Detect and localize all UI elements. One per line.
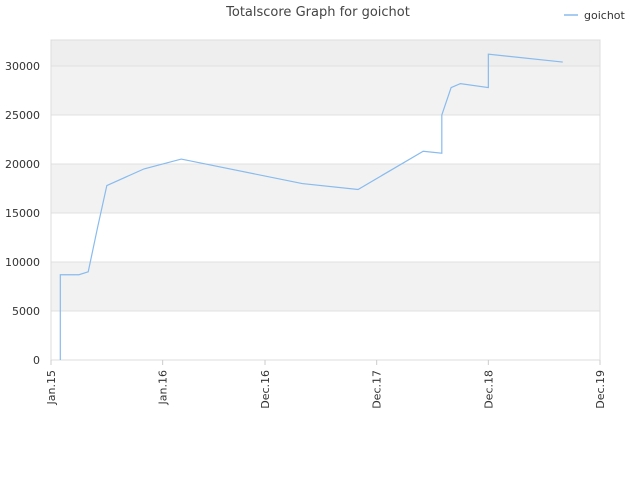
x-tick-label: Dec.16 — [259, 370, 272, 409]
y-tick-label: 0 — [33, 354, 40, 367]
legend-label: goichot — [584, 9, 626, 22]
data-line — [59, 53, 563, 360]
x-tick-label: Dec.18 — [482, 370, 495, 409]
band — [51, 261, 600, 311]
y-tick-label: 25000 — [5, 109, 40, 122]
x-tick-label: Dec.19 — [594, 370, 607, 409]
band — [51, 65, 600, 115]
plot-border — [50, 39, 601, 361]
y-tick-label: 30000 — [5, 60, 40, 73]
x-tick-label: Jan.15 — [45, 370, 58, 405]
band — [51, 40, 600, 66]
y-tick-label: 20000 — [5, 158, 40, 171]
chart-title: Totalscore Graph for goichot — [225, 5, 410, 20]
band — [51, 163, 600, 213]
y-tick-label: 15000 — [5, 207, 40, 220]
x-tick-label: Jan.16 — [157, 370, 170, 405]
x-tick-label: Dec.17 — [371, 370, 384, 409]
y-tick-label: 10000 — [5, 256, 40, 269]
y-tick-label: 5000 — [12, 305, 40, 318]
